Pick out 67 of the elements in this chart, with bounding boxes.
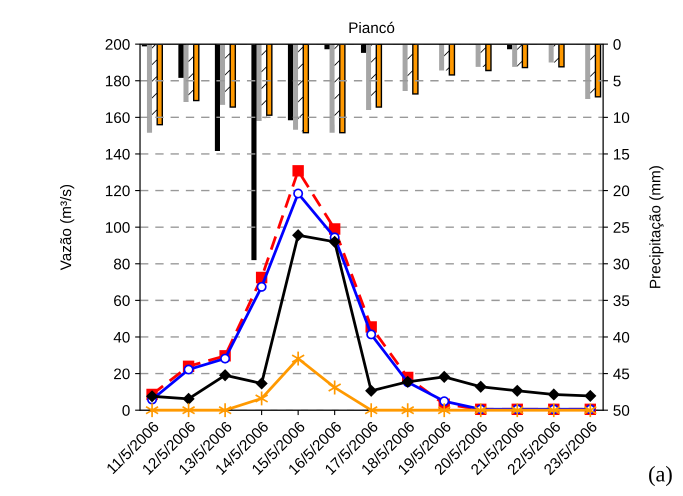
y2-axis-title: Precipitação (mm) <box>649 166 664 288</box>
y-tick-label: 160 <box>106 112 130 124</box>
y-axis-title: Vazão (m³/s) <box>60 184 74 270</box>
y2-tick-label: 30 <box>613 258 630 270</box>
y2-tick-label: 40 <box>613 332 630 343</box>
point <box>439 396 450 406</box>
bar <box>330 44 335 133</box>
point <box>474 402 488 418</box>
point <box>218 402 232 418</box>
y-tick-label: 80 <box>114 258 130 270</box>
bar <box>183 44 189 102</box>
point <box>256 378 268 390</box>
point <box>512 385 524 397</box>
point <box>219 369 231 381</box>
point <box>400 402 415 418</box>
point <box>293 188 304 198</box>
point <box>548 388 560 400</box>
y-tick-label: 140 <box>106 148 130 160</box>
y-tick-label: 20 <box>114 368 130 380</box>
point <box>328 236 340 248</box>
y-tick-label: 180 <box>106 76 130 86</box>
bar <box>256 44 262 122</box>
bar <box>366 44 372 110</box>
bar <box>146 44 152 133</box>
y-tick-label: 100 <box>106 222 130 233</box>
point <box>145 402 159 418</box>
y2-tick-label: 15 <box>614 148 630 160</box>
y-tick-label: 200 <box>106 39 130 50</box>
text: (a) <box>649 466 672 486</box>
point <box>437 402 452 418</box>
bar <box>476 44 481 67</box>
y2-tick-label: 10 <box>614 112 630 124</box>
point <box>546 402 561 418</box>
bar <box>402 44 408 91</box>
point <box>292 229 304 241</box>
chart-title: Piancó <box>349 22 394 34</box>
y-tick-label: 40 <box>114 332 130 343</box>
point <box>292 165 304 176</box>
y2-tick-label: 25 <box>614 222 630 233</box>
y-tick-label: 0 <box>122 405 130 416</box>
y2-tick-label: 5 <box>613 76 621 86</box>
point <box>256 282 267 292</box>
bar <box>585 44 590 100</box>
point <box>220 354 230 364</box>
y2-tick-label: 0 <box>613 39 621 50</box>
y2-tick-label: 50 <box>613 405 630 416</box>
point <box>510 402 524 418</box>
point <box>438 371 450 383</box>
point <box>475 381 486 393</box>
y2-tick-label: 45 <box>613 368 630 380</box>
point <box>182 393 194 405</box>
bar <box>512 44 518 67</box>
bar <box>548 44 554 62</box>
y2-tick-label: 20 <box>614 185 630 196</box>
y-tick-label: 60 <box>114 295 130 306</box>
point <box>365 385 377 397</box>
bar <box>439 44 444 70</box>
bar <box>293 44 298 130</box>
point <box>182 402 196 418</box>
y2-tick-label: 35 <box>613 295 630 306</box>
point <box>364 402 378 418</box>
point <box>583 402 598 418</box>
point <box>366 329 376 340</box>
point <box>184 364 194 375</box>
y-tick-label: 120 <box>106 185 130 196</box>
bar <box>220 44 226 105</box>
point <box>584 390 596 402</box>
